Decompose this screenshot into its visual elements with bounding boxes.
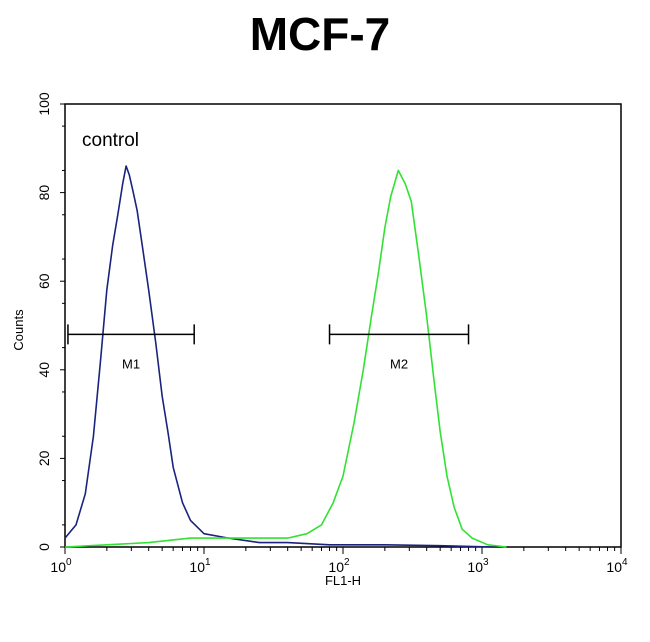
- y-tick-label: 0: [36, 543, 52, 551]
- y-tick-label: 100: [36, 92, 52, 116]
- histogram-series-1: [64, 165, 494, 548]
- chart-title: MCF-7: [250, 8, 391, 60]
- x-tick-label: 101: [189, 557, 211, 575]
- y-tick-label: 60: [36, 273, 52, 289]
- marker-label: M1: [122, 356, 140, 371]
- control-annotation: control: [82, 130, 139, 151]
- y-tick-label: 20: [36, 450, 52, 466]
- x-axis-label: FL1-H: [325, 573, 361, 588]
- x-tick-label: 104: [606, 557, 628, 575]
- series-layer: [64, 165, 507, 548]
- y-tick-label: 40: [36, 362, 52, 378]
- y-axis-label: Counts: [11, 309, 26, 351]
- y-axis: 0 20 40 60 80 100: [36, 92, 65, 551]
- y-tick-label: 80: [36, 185, 52, 201]
- gate-markers: M1 M2: [67, 324, 470, 371]
- x-axis: 100 101 102 103 104: [50, 547, 628, 575]
- marker-label: M2: [390, 356, 408, 371]
- plot-area-frame: [64, 103, 622, 548]
- x-tick-label: 103: [467, 557, 489, 575]
- x-tick-label: 102: [328, 557, 350, 575]
- histogram-series-2: [64, 169, 507, 548]
- x-tick-label: 100: [50, 557, 72, 575]
